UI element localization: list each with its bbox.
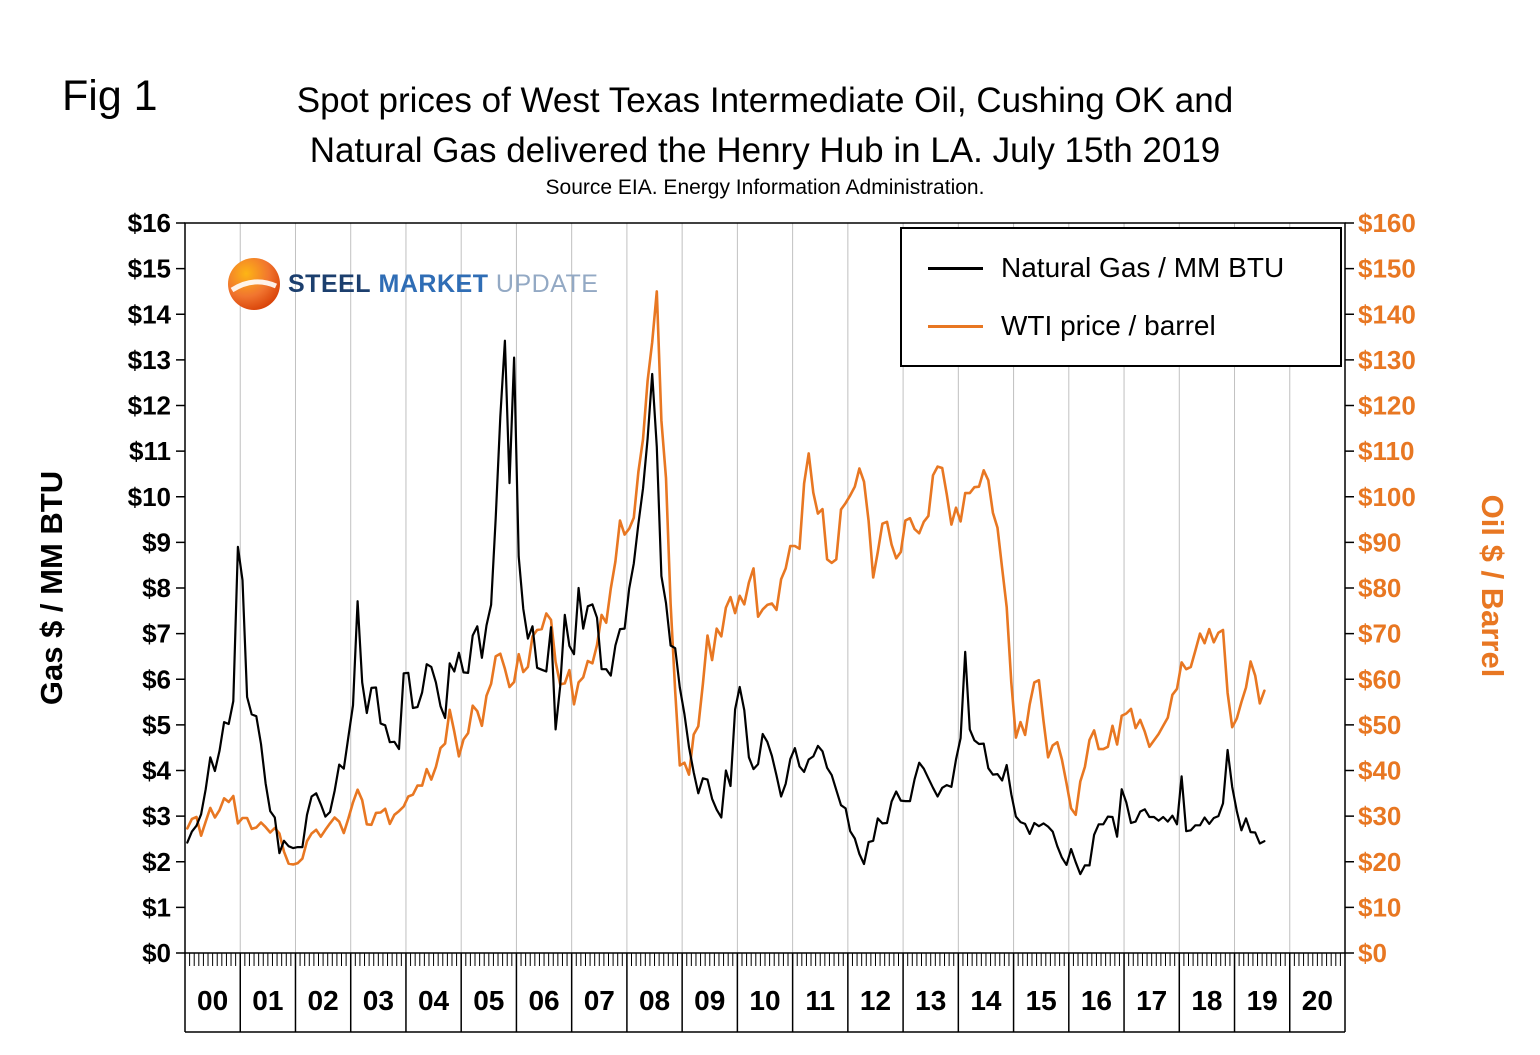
left-tick-label: $10 — [128, 482, 171, 512]
left-tick-label: $6 — [142, 664, 171, 694]
x-axis-year-ticks — [184, 953, 1346, 1032]
left-tick-label: $9 — [142, 527, 171, 557]
x-tick-label: 06 — [528, 985, 559, 1016]
legend-row-gas: Natural Gas / MM BTU — [902, 239, 1340, 297]
left-tick-label: $2 — [142, 847, 171, 877]
x-tick-label: 10 — [749, 985, 780, 1016]
chart-title-line2: Natural Gas delivered the Henry Hub in L… — [309, 130, 1221, 170]
left-tick-label: $0 — [142, 938, 171, 968]
wti-price-line — [186, 290, 1266, 866]
logo-word-steel: STEEL — [288, 269, 372, 298]
right-tick-label: $30 — [1358, 801, 1401, 831]
logo-globe-icon — [228, 258, 280, 310]
oil-line-sample — [928, 324, 983, 328]
legend-row-oil: WTI price / barrel — [902, 297, 1340, 355]
right-tick-label: $40 — [1358, 756, 1401, 786]
x-tick-label: 13 — [915, 985, 946, 1016]
left-tick-label: $5 — [142, 710, 171, 740]
right-tick-label: $140 — [1358, 299, 1416, 329]
right-tick-label: $110 — [1358, 436, 1414, 466]
x-tick-label: 20 — [1302, 985, 1333, 1016]
right-tick-label: $0 — [1358, 938, 1387, 968]
right-tick-label: $100 — [1358, 482, 1416, 512]
x-axis-labels: 00 01 02 03 04 05 06 07 08 09 10 11 12 13 14 15 16 17 18 19… — [197, 985, 1333, 1016]
x-tick-label: 07 — [584, 985, 615, 1016]
right-tick-label: $60 — [1358, 664, 1401, 694]
gas-price-line — [186, 339, 1266, 876]
right-axis-title: Oil $ / Barrel — [1475, 494, 1510, 678]
x-tick-label: 14 — [970, 985, 1002, 1016]
steel-market-update-logo: STEEL MARKET UPDATE — [226, 256, 598, 312]
left-tick-label: $15 — [128, 254, 171, 284]
x-tick-label: 12 — [860, 985, 891, 1016]
x-axis-minor-ticks — [184, 953, 1346, 966]
x-tick-label: 02 — [308, 985, 339, 1016]
legend-oil-label: WTI price / barrel — [1001, 310, 1216, 341]
right-tick-label: $20 — [1358, 847, 1401, 877]
right-tick-label: $80 — [1358, 573, 1401, 603]
left-tick-label: $14 — [128, 299, 172, 329]
right-tick-label: $130 — [1358, 345, 1416, 375]
x-tick-label: 18 — [1191, 985, 1222, 1016]
x-tick-label: 15 — [1026, 985, 1057, 1016]
left-tick-label: $13 — [128, 345, 171, 375]
x-tick-label: 03 — [363, 985, 394, 1016]
left-tick-label: $8 — [142, 573, 171, 603]
chart-title: Spot prices of West Texas Intermediate O… — [185, 76, 1345, 175]
legend: Natural Gas / MM BTU WTI price / barrel — [900, 227, 1342, 367]
x-tick-label: 16 — [1081, 985, 1112, 1016]
plot-frame — [184, 222, 1346, 954]
right-axis: $0 $10 $20 $30 $40 $50 $60 $70 $80 $90 $100 $110 $12… — [1345, 208, 1416, 968]
left-tick-label: $12 — [128, 391, 171, 421]
right-tick-label: $160 — [1358, 208, 1416, 238]
x-tick-label: 11 — [805, 985, 835, 1016]
left-tick-label: $7 — [142, 619, 171, 649]
x-tick-label: 05 — [473, 985, 504, 1016]
right-tick-label: $10 — [1358, 892, 1401, 922]
x-tick-label: 17 — [1136, 985, 1167, 1016]
x-tick-label: 01 — [252, 985, 283, 1016]
right-tick-label: $120 — [1358, 391, 1416, 421]
right-tick-label: $50 — [1358, 710, 1401, 740]
right-tick-label: $70 — [1358, 619, 1401, 649]
left-axis: $0 $1 $2 $3 $4 $5 $6 $7 $8 $9 $10 $11 $12 $13 $14 $15 $1… — [128, 208, 185, 968]
x-tick-label: 09 — [694, 985, 725, 1016]
figure-label: Fig 1 — [62, 72, 158, 120]
left-tick-label: $16 — [128, 208, 171, 238]
x-tick-label: 19 — [1247, 985, 1278, 1016]
logo-word-market: MARKET — [378, 269, 489, 298]
gas-line-sample — [928, 266, 983, 270]
x-tick-label: 00 — [197, 985, 228, 1016]
source-note: Source EIA. Energy Information Administr… — [545, 176, 985, 199]
x-tick-label: 08 — [639, 985, 670, 1016]
chart-title-line1: Spot prices of West Texas Intermediate O… — [296, 81, 1234, 120]
legend-gas-label: Natural Gas / MM BTU — [1001, 252, 1285, 283]
left-axis-title: Gas $ / MM BTU — [34, 470, 69, 706]
right-tick-label: $150 — [1358, 254, 1416, 284]
left-tick-label: $11 — [129, 436, 171, 466]
logo-word-update: UPDATE — [495, 269, 599, 298]
left-tick-label: $4 — [142, 756, 171, 786]
left-tick-label: $3 — [142, 801, 171, 831]
x-tick-label: 04 — [418, 985, 450, 1016]
left-tick-label: $1 — [142, 892, 171, 922]
right-tick-label: $90 — [1358, 527, 1401, 557]
